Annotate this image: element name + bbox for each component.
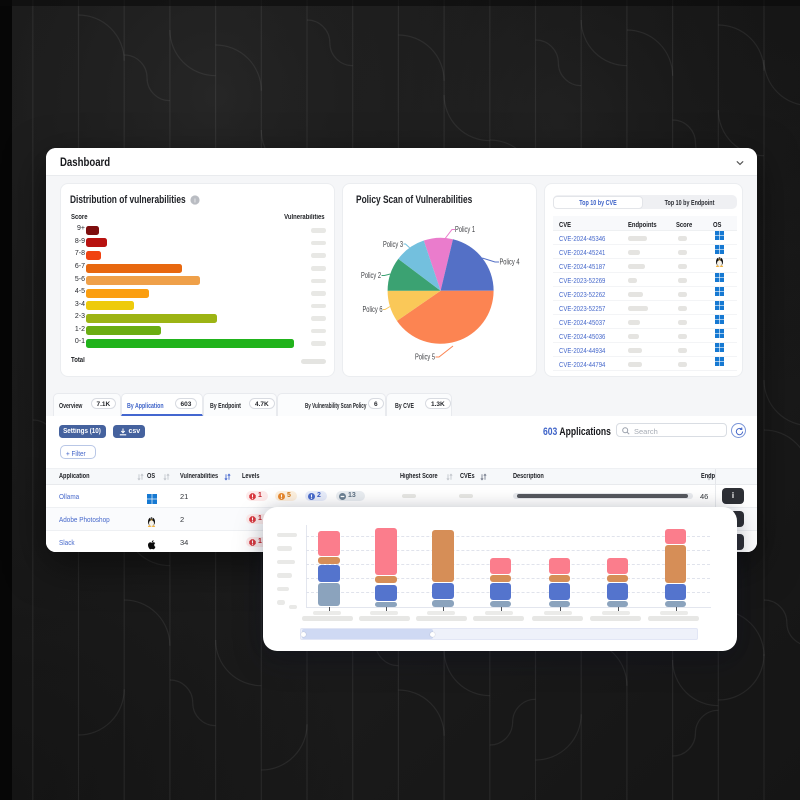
svg-text:Policy 4: Policy 4 <box>500 258 520 267</box>
svg-text:i: i <box>194 197 195 204</box>
svg-text:Policy 5: Policy 5 <box>415 353 435 362</box>
svg-text:Policy 6: Policy 6 <box>363 305 383 314</box>
svg-text:Policy 3: Policy 3 <box>383 240 403 249</box>
svg-text:Policy 2: Policy 2 <box>361 271 381 280</box>
svg-text:Policy 1: Policy 1 <box>455 225 475 234</box>
